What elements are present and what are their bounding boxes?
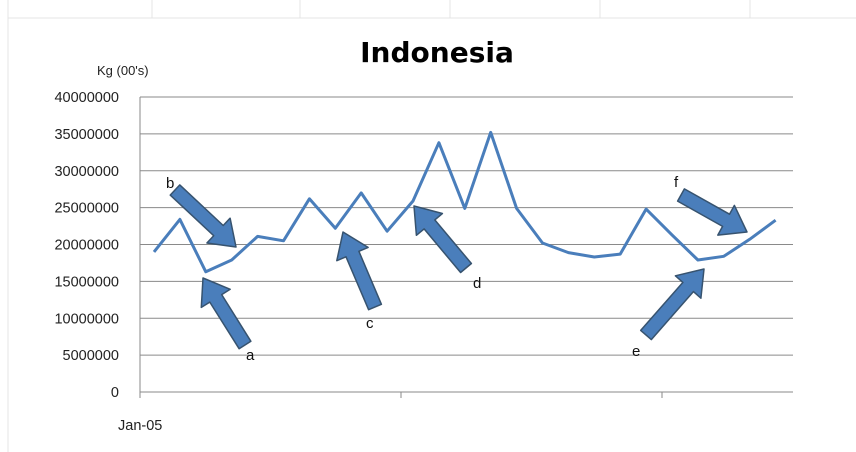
annotation-label-c: c — [366, 315, 374, 332]
annotations-group: a b c d e f — [166, 174, 748, 364]
annotation-arrow-d — [413, 205, 473, 274]
chart-title: Indonesia — [360, 36, 514, 69]
annotation-label-b: b — [166, 175, 174, 192]
plot-gridlines — [140, 96, 793, 356]
series-line — [152, 130, 777, 274]
y-tick-label: 10000000 — [54, 311, 119, 327]
y-tick-label: 0 — [111, 385, 119, 401]
y-tick-label: 5000000 — [63, 348, 119, 364]
y-tick-label: 15000000 — [54, 274, 119, 290]
annotation-label-f: f — [674, 174, 679, 191]
annotation-arrow-a — [200, 277, 252, 350]
y-tick-labels: 0 5000000 10000000 15000000 20000000 25000000… — [54, 90, 119, 401]
y-tick-label: 35000000 — [54, 127, 119, 143]
annotation-label-a: a — [246, 347, 255, 364]
annotation-arrow-e — [639, 268, 705, 341]
annotation-label-e: e — [632, 343, 640, 360]
annotation-arrow-c — [336, 231, 383, 311]
y-tick-label: 40000000 — [54, 90, 119, 106]
y-tick-label: 25000000 — [54, 201, 119, 217]
plot-axes — [139, 97, 793, 398]
y-tick-label: 20000000 — [54, 238, 119, 254]
annotation-label-d: d — [473, 275, 481, 292]
annotation-arrow-f — [676, 188, 748, 236]
y-axis-label: Kg (00's) — [97, 63, 149, 78]
sheet-gridlines — [7, 0, 856, 452]
y-tick-label: 30000000 — [54, 164, 119, 180]
series-group — [152, 130, 777, 274]
x-tick-label: Jan-05 — [118, 418, 162, 434]
annotation-arrow-b — [169, 184, 237, 248]
